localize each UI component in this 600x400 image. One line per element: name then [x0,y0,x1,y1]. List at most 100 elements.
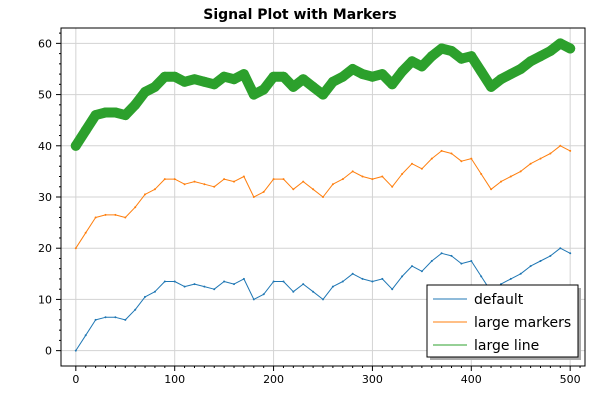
data-point-1-1 [84,231,87,234]
data-point-2-15 [219,71,230,82]
data-point-1-38 [450,152,453,155]
data-point-0-1 [84,334,87,337]
data-point-1-46 [529,162,532,165]
data-point-1-30 [371,178,374,181]
data-point-1-9 [163,178,166,181]
data-point-0-9 [163,280,166,283]
data-point-2-1 [80,125,91,136]
data-point-2-48 [545,46,556,56]
data-point-1-0 [74,247,77,250]
data-point-2-27 [337,71,348,82]
axis-ticks: 0 100 200 300 400 500 0 10 20 30 40 50 60 [38,32,581,386]
data-point-1-5 [124,216,127,219]
data-point-0-33 [401,275,404,278]
data-point-1-39 [460,160,463,163]
data-point-1-21 [282,178,285,181]
data-point-0-34 [411,265,413,268]
data-point-2-21 [278,71,289,82]
series-layer [70,38,576,352]
data-point-2-6 [130,99,141,110]
data-point-2-45 [515,64,526,74]
data-point-1-22 [292,188,295,191]
data-point-1-15 [223,178,226,181]
data-point-1-4 [114,213,117,216]
data-point-2-3 [100,107,111,118]
data-point-2-43 [496,74,506,85]
data-point-0-41 [480,275,483,278]
data-point-0-46 [529,265,532,268]
data-point-1-6 [134,206,137,209]
data-point-0-6 [134,308,137,311]
data-point-2-12 [189,74,200,85]
x-tick-label-1: 100 [164,373,185,386]
data-point-2-20 [268,71,279,82]
data-point-2-49 [555,38,566,49]
data-point-0-40 [470,260,473,262]
y-tick-label-3: 30 [38,191,52,204]
data-point-1-42 [490,188,493,191]
data-point-1-34 [411,162,413,165]
data-point-1-28 [351,170,354,173]
data-point-1-25 [322,196,324,198]
data-point-0-16 [233,283,235,286]
data-point-2-31 [377,69,388,80]
data-point-0-30 [371,280,374,283]
data-point-2-30 [367,71,378,82]
data-point-1-26 [331,183,334,186]
data-point-1-19 [262,190,265,193]
data-point-2-9 [159,71,170,82]
data-point-0-11 [183,285,186,288]
y-tick-label-1: 10 [38,293,52,306]
data-point-0-29 [361,277,364,280]
data-point-1-33 [401,173,404,175]
data-point-2-29 [357,69,368,80]
data-point-0-25 [322,298,324,301]
data-point-1-41 [480,173,483,175]
data-point-2-8 [149,81,160,92]
data-point-0-24 [312,290,315,293]
legend-label-0: default [474,292,524,308]
data-point-2-47 [535,51,546,62]
data-point-0-44 [509,277,512,280]
x-tick-label-2: 200 [263,373,284,386]
data-point-2-44 [505,69,516,80]
x-tick-label-3: 300 [362,373,383,386]
data-point-0-4 [114,316,117,319]
data-point-1-50 [569,149,572,152]
data-point-1-36 [430,157,433,160]
data-point-0-32 [391,288,394,291]
data-point-1-17 [242,175,245,178]
data-point-0-22 [292,290,295,293]
x-tick-label-5: 500 [560,373,581,386]
data-point-1-27 [341,178,344,181]
data-point-0-50 [569,252,572,255]
data-point-1-11 [183,183,186,186]
data-point-1-48 [549,152,552,155]
data-point-1-8 [153,188,156,191]
data-point-2-33 [397,66,408,77]
data-point-0-0 [74,349,77,352]
legend-label-2: large line [474,338,539,354]
data-point-0-39 [460,262,463,265]
data-point-1-18 [252,196,255,198]
data-point-2-38 [446,46,457,56]
data-point-2-26 [327,76,338,87]
data-point-1-35 [420,167,423,170]
data-point-2-25 [318,89,328,100]
data-point-0-27 [341,280,344,283]
data-point-2-28 [347,64,358,74]
data-point-2-7 [140,87,150,97]
data-point-2-19 [258,84,269,95]
data-point-0-10 [173,280,176,283]
data-point-0-5 [124,318,127,321]
data-point-0-31 [381,277,384,280]
data-point-1-2 [94,216,97,219]
data-point-0-47 [539,260,542,262]
data-point-2-22 [288,81,299,92]
y-tick-label-4: 40 [38,140,52,153]
data-point-0-23 [302,283,305,286]
data-point-0-8 [153,290,156,293]
data-point-2-32 [387,79,398,90]
